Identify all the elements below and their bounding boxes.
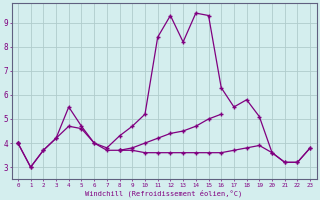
- X-axis label: Windchill (Refroidissement éolien,°C): Windchill (Refroidissement éolien,°C): [85, 189, 243, 197]
